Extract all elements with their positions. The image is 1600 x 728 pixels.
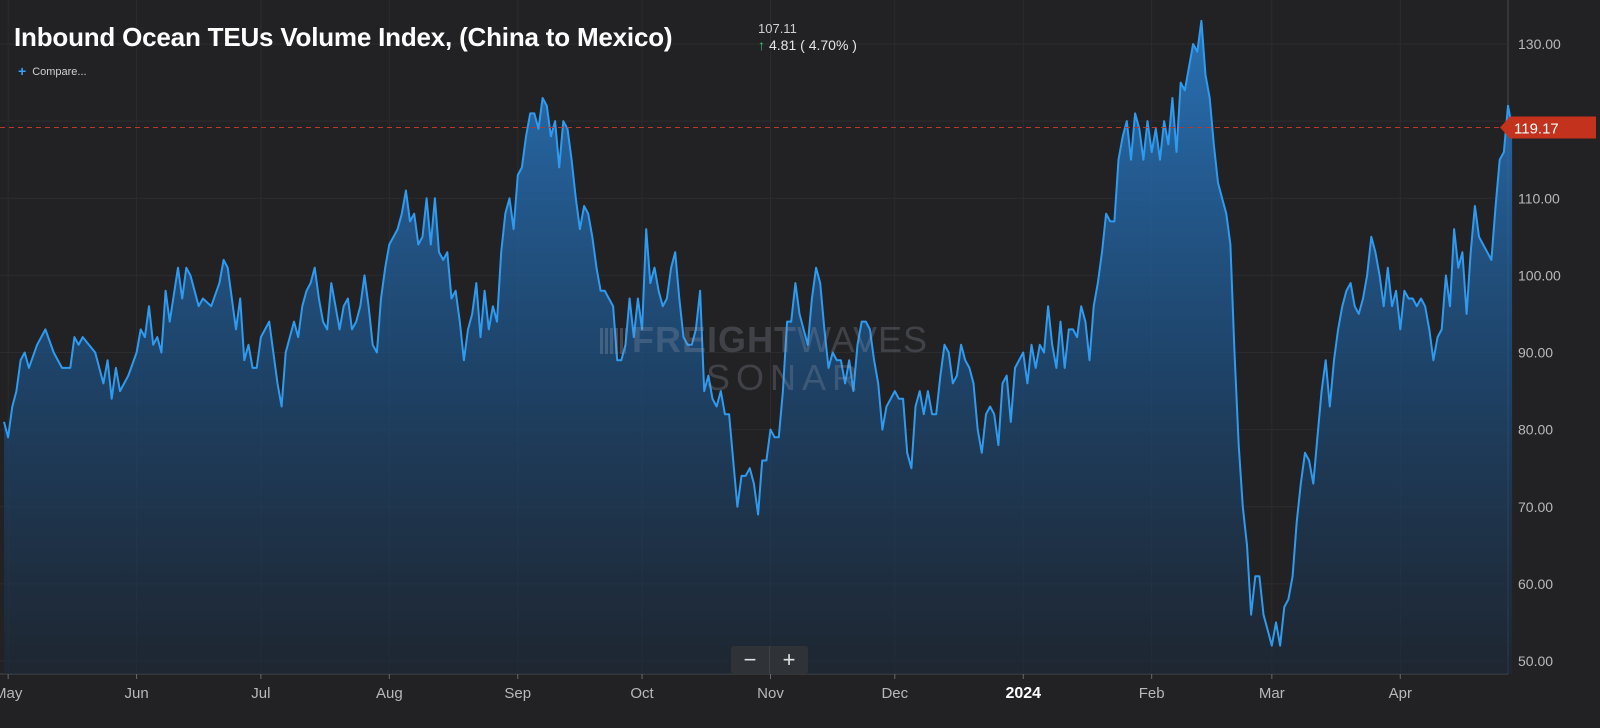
- x-tick-label-10: Mar: [1259, 685, 1285, 702]
- x-tick-label-4: Sep: [504, 685, 531, 702]
- x-tick-label-0: May: [0, 685, 23, 702]
- zoom-in-button[interactable]: +: [769, 646, 808, 674]
- y-tick-label-0: 50.00: [1518, 653, 1553, 669]
- change-value: ↑ 4.81 ( 4.70% ): [758, 37, 857, 53]
- x-tick-label-5: Oct: [630, 685, 654, 702]
- y-axis: 50.0060.0070.0080.0090.00100.00110.00120…: [1518, 36, 1561, 669]
- x-tick-label-11: Apr: [1389, 685, 1412, 702]
- y-tick-label-4: 90.00: [1518, 345, 1553, 361]
- y-tick-label-1: 60.00: [1518, 576, 1553, 592]
- x-tick-label-2: Jul: [251, 685, 270, 702]
- last-value-label: 119.17: [1514, 121, 1559, 138]
- y-tick-label-8: 130.00: [1518, 36, 1561, 52]
- y-tick-label-2: 70.00: [1518, 499, 1553, 515]
- zoom-out-button[interactable]: −: [743, 647, 757, 672]
- x-tick-label-8: 2024: [1005, 685, 1041, 702]
- previous-value: 107.11: [758, 21, 797, 36]
- x-tick-label-1: Jun: [124, 685, 148, 702]
- last-value-marker: 119.17: [1500, 116, 1596, 139]
- x-tick-label-3: Aug: [376, 685, 403, 702]
- x-axis: May Jun Jul Aug Sep Oct Nov Dec 2024 Feb Mar Apr: [0, 685, 1412, 702]
- compare-label: Compare...: [32, 66, 87, 78]
- x-tick-label-9: Feb: [1139, 685, 1165, 702]
- zoom-controls: − +: [731, 646, 808, 674]
- compare-button[interactable]: + Compare...: [18, 63, 87, 79]
- y-tick-label-3: 80.00: [1518, 422, 1553, 438]
- series-area: [4, 20, 1513, 674]
- up-arrow-icon: ↑: [758, 37, 765, 53]
- chart-title: Inbound Ocean TEUs Volume Index, (China …: [14, 22, 673, 52]
- y-tick-label-5: 100.00: [1518, 267, 1561, 283]
- quote-block: 107.11 ↑ 4.81 ( 4.70% ): [758, 20, 857, 54]
- x-tick-label-6: Nov: [757, 685, 784, 702]
- plus-icon: +: [18, 63, 27, 79]
- x-tick-label-7: Dec: [881, 685, 908, 702]
- y-tick-label-6: 110.00: [1518, 190, 1560, 206]
- series-line[interactable]: [3, 19, 1514, 647]
